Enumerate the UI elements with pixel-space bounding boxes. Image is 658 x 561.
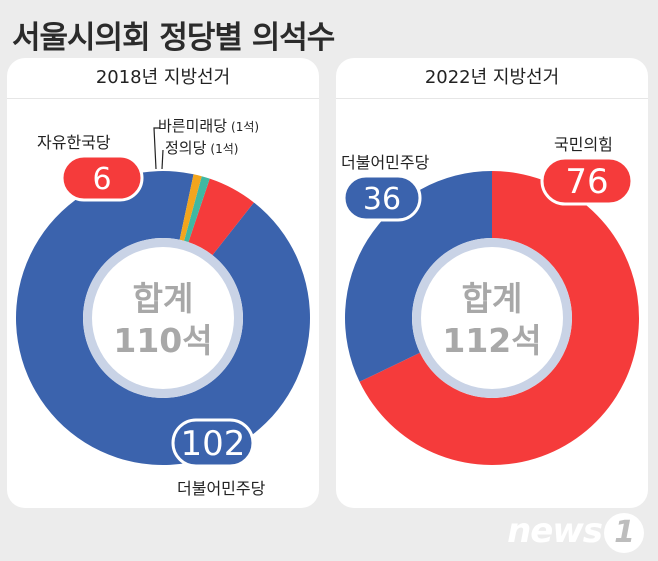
donut-slice-3 <box>179 174 202 241</box>
center-value: 110석 <box>113 321 212 360</box>
series-label-0: 더불어민주당 <box>177 479 266 498</box>
value-label-1: 6 <box>92 162 111 197</box>
value-badge-1 <box>342 174 422 222</box>
news1-logo: news 1 <box>507 511 644 553</box>
value-badge-0 <box>540 156 634 206</box>
donut-slice-1 <box>188 178 254 256</box>
series-sublabel-3: (1석) <box>210 142 238 156</box>
series-label-3: 정의당 (1석) <box>165 139 238 157</box>
leader-line-3 <box>161 149 164 170</box>
panel-2022-title: 2022년 지방선거 <box>336 58 648 99</box>
center-value: 112석 <box>442 321 541 360</box>
center-label: 합계 <box>462 279 523 318</box>
series-label-0: 국민의힘 <box>554 135 613 154</box>
series-label-1: 더불어민주당 <box>341 153 430 172</box>
donut-slice-0 <box>359 171 639 465</box>
series-label-1: 자유한국당 <box>37 133 111 152</box>
value-badge-0 <box>171 418 255 468</box>
value-label-0: 102 <box>181 424 246 464</box>
donut-slice-1 <box>345 171 492 382</box>
series-label-2: 바른미래당 (1석) <box>158 117 259 135</box>
donut-slice-0 <box>15 171 310 466</box>
chart-title: 서울시의회 정당별 의석수 <box>12 20 335 56</box>
donut-slice-2 <box>184 176 210 243</box>
leader-line-2 <box>153 127 160 170</box>
series-sublabel-2: (1석) <box>231 120 259 134</box>
center-disc <box>421 247 563 389</box>
value-label-0: 76 <box>565 162 608 202</box>
value-badge-1 <box>60 154 144 202</box>
center-disc <box>92 247 234 389</box>
panel-2018-title: 2018년 지방선거 <box>7 58 319 99</box>
panel-2018: 2018년 지방선거 합계 110석 102 더불어민주당 6 자유한국당 바른미래당 (1석… <box>7 58 319 508</box>
panel-2022: 2022년 지방선거 합계 112석 76 국민의힘 36 더불어민주당 <box>336 58 648 508</box>
value-label-1: 36 <box>363 182 401 217</box>
center-label: 합계 <box>133 279 194 318</box>
